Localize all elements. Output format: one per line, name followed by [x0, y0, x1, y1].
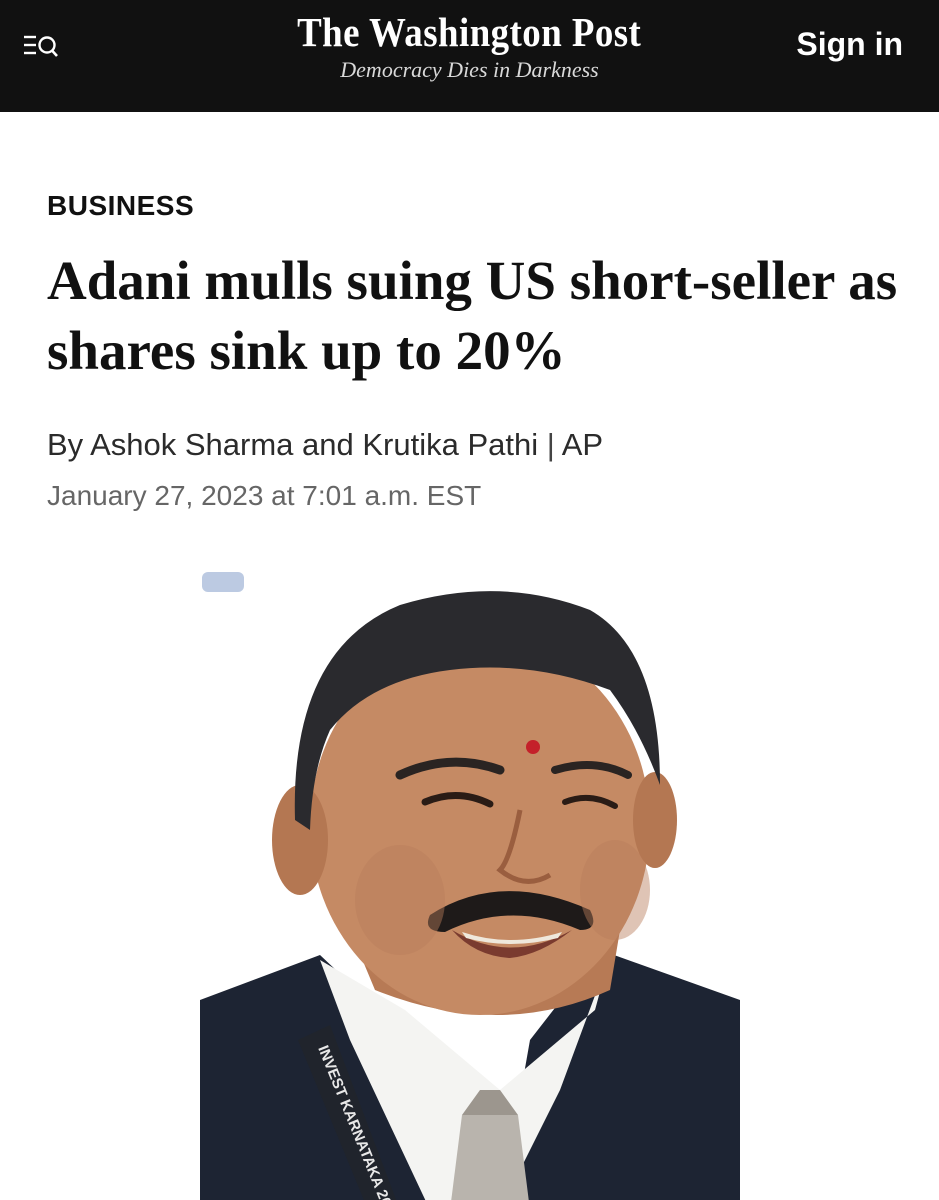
byline-separator: | — [546, 427, 555, 462]
tagline: Democracy Dies in Darkness — [340, 57, 599, 82]
menu-search-button[interactable] — [22, 30, 62, 64]
article-headline: Adani mulls suing US short-seller as sha… — [47, 250, 898, 381]
sign-in-button[interactable]: Sign in — [796, 26, 903, 62]
washington-post-logo[interactable]: The Washington Post — [297, 9, 642, 55]
publish-date: January 27, 2023 at 7:01 a.m. EST — [47, 480, 482, 511]
menu-search-icon — [24, 35, 58, 57]
article-photo: INVEST KARNATAKA 2016 — [200, 570, 740, 1200]
portrait-illustration: INVEST KARNATAKA 2016 — [200, 572, 740, 1200]
byline-authors[interactable]: By Ashok Sharma and Krutika Pathi — [47, 427, 539, 462]
section-label[interactable]: BUSINESS — [47, 190, 195, 221]
masthead: The Washington Post Democracy Dies in Da… — [0, 6, 939, 84]
top-navigation-bar: The Washington Post Democracy Dies in Da… — [0, 0, 939, 112]
byline-source: AP — [561, 427, 604, 462]
byline: By Ashok Sharma and Krutika Pathi | AP — [47, 425, 603, 465]
